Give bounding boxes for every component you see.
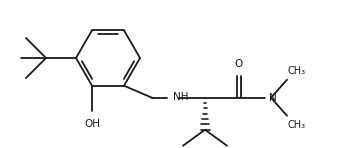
Text: OH: OH	[84, 119, 100, 129]
Text: O: O	[234, 59, 242, 69]
Text: N: N	[269, 93, 277, 103]
Text: NH: NH	[173, 92, 188, 102]
Text: CH₃: CH₃	[288, 66, 306, 76]
Text: CH₃: CH₃	[288, 120, 306, 130]
